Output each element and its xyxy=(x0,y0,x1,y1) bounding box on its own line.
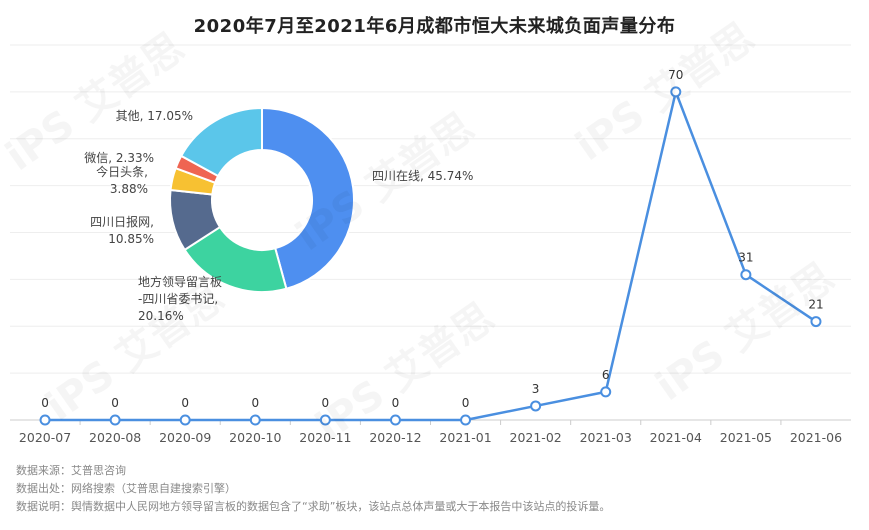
line-series xyxy=(39,86,822,426)
data-label: 21 xyxy=(808,298,823,312)
x-tick-label: 2021-06 xyxy=(790,430,842,445)
footer-origin: 数据出处：网络搜索（艾普思自建搜索引擎） xyxy=(16,482,236,495)
footer-note: 数据说明：舆情数据中人民网地方领导留言板的数据包含了“求助”板块，该站点总体声量… xyxy=(16,500,611,513)
x-tick-label: 2020-09 xyxy=(159,430,211,445)
data-point xyxy=(39,414,51,426)
data-point xyxy=(249,414,261,426)
data-point xyxy=(319,414,331,426)
series-line xyxy=(45,90,817,422)
data-point xyxy=(109,414,121,426)
data-point xyxy=(389,414,401,426)
donut-label: -四川省委书记, xyxy=(138,292,218,306)
data-label: 0 xyxy=(41,396,49,410)
x-tick-label: 2021-05 xyxy=(720,430,772,445)
x-tick-label: 2020-12 xyxy=(369,430,421,445)
donut-label: 3.88% xyxy=(110,182,148,196)
donut-label: 微信, 2.33% xyxy=(84,151,154,165)
data-label: 70 xyxy=(668,68,683,82)
donut-slice xyxy=(261,106,355,290)
data-point xyxy=(179,414,191,426)
data-point xyxy=(810,316,822,328)
data-label: 0 xyxy=(251,396,259,410)
donut-label: 地方领导留言板 xyxy=(138,274,222,289)
x-axis: 2020-07 2020-08 2020-09 2020-10 2020-11 2020-… xyxy=(10,419,851,445)
donut-label: 四川在线, 45.74% xyxy=(372,169,473,183)
donut-chart xyxy=(169,106,355,293)
x-tick-label: 2021-02 xyxy=(510,430,562,445)
data-point xyxy=(600,386,612,398)
x-tick-label: 2021-01 xyxy=(439,430,491,445)
data-label: 3 xyxy=(532,382,540,396)
x-tick-label: 2021-03 xyxy=(580,430,632,445)
data-label: 6 xyxy=(602,368,610,382)
data-point xyxy=(670,86,682,98)
data-label: 0 xyxy=(392,396,400,410)
data-labels: 0 0 0 0 0 0 0 3 6 70 31 21 xyxy=(41,68,823,410)
x-tick-label: 2021-04 xyxy=(650,430,702,445)
donut-labels: 四川在线, 45.74% 地方领导留言板 -四川省委书记, 20.16% 四川日报网, 1… xyxy=(84,109,473,323)
grid-lines xyxy=(10,44,851,374)
donut-slice xyxy=(179,106,263,178)
data-label: 0 xyxy=(181,396,189,410)
data-point xyxy=(740,269,752,281)
x-tick-label: 2020-07 xyxy=(19,430,71,445)
x-tick-label: 2020-10 xyxy=(229,430,281,445)
data-label: 0 xyxy=(462,396,470,410)
donut-label: 今日头条, xyxy=(96,164,148,179)
donut-label: 四川日报网, xyxy=(90,214,154,229)
x-tick-label: 2020-11 xyxy=(299,430,351,445)
donut-label: 10.85% xyxy=(108,232,154,246)
data-label: 0 xyxy=(322,396,330,410)
donut-label: 20.16% xyxy=(138,309,184,323)
data-label: 0 xyxy=(111,396,119,410)
data-point xyxy=(530,400,542,412)
data-point xyxy=(460,414,472,426)
donut-label: 其他, 17.05% xyxy=(116,109,193,123)
chart-title: 2020年7月至2021年6月成都市恒大未来城负面声量分布 xyxy=(193,16,676,37)
x-tick-label: 2020-08 xyxy=(89,430,141,445)
data-label: 31 xyxy=(738,251,753,265)
footer-source: 数据来源：艾普思咨询 xyxy=(16,464,126,477)
